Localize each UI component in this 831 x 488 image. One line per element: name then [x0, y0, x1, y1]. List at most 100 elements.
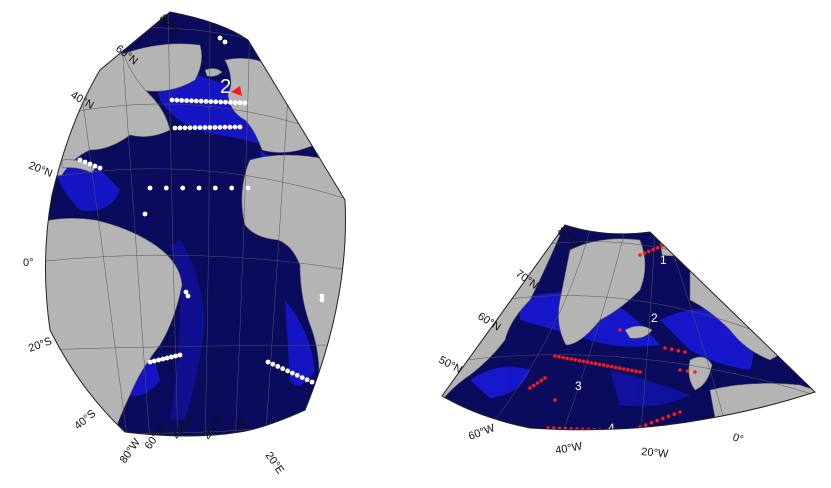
right-lon-label-60w: 60°W	[467, 422, 497, 443]
station-marker	[232, 124, 238, 130]
station-marker	[229, 185, 235, 191]
station-marker	[528, 386, 532, 390]
station-marker	[217, 35, 223, 41]
left-lat-label-40s: 40°S	[72, 408, 98, 433]
left-region-label: 2	[220, 76, 231, 98]
station-marker	[198, 98, 204, 104]
station-marker	[593, 361, 598, 366]
station-marker	[212, 185, 218, 191]
station-marker	[683, 350, 687, 354]
station-marker	[207, 125, 213, 130]
station-marker	[543, 376, 547, 380]
station-marker	[218, 99, 224, 105]
station-marker	[203, 99, 209, 104]
station-marker	[630, 368, 634, 373]
left-lon-label-80w: 80°W	[118, 436, 144, 466]
station-marker	[666, 414, 671, 419]
station-marker	[535, 381, 540, 385]
station-marker	[669, 347, 674, 352]
left-region-arrow	[231, 86, 242, 96]
station-marker	[184, 98, 190, 103]
station-marker	[172, 125, 178, 131]
station-marker	[655, 418, 659, 423]
station-marker	[197, 125, 203, 130]
station-marker	[613, 365, 618, 370]
station-marker	[565, 356, 569, 361]
station-marker	[156, 357, 162, 363]
station-marker	[173, 353, 179, 359]
station-marker	[569, 357, 573, 361]
station-marker	[609, 364, 614, 369]
left-lon-label-20e: 20°E	[263, 450, 287, 477]
right-lon-label-40w: 40°W	[554, 440, 583, 457]
station-marker	[561, 355, 565, 360]
right-map-frame	[441, 224, 816, 431]
station-marker	[290, 370, 295, 376]
right-region-label-1: 1	[660, 253, 667, 267]
station-marker	[280, 366, 286, 372]
station-marker	[573, 358, 577, 362]
station-marker	[164, 355, 170, 361]
right-region-label-3: 3	[575, 379, 582, 393]
station-marker	[319, 293, 325, 299]
station-marker	[647, 249, 651, 254]
station-marker	[270, 361, 276, 367]
right-station-markers	[528, 244, 697, 430]
station-marker	[622, 367, 626, 371]
station-marker	[693, 370, 697, 374]
station-marker	[539, 378, 544, 383]
station-marker	[678, 410, 682, 414]
station-marker	[192, 125, 198, 131]
left-map-frame	[44, 11, 346, 437]
station-marker	[174, 97, 180, 103]
station-marker	[169, 354, 174, 360]
station-marker	[532, 383, 536, 388]
station-marker	[182, 125, 188, 131]
station-marker	[208, 99, 214, 104]
station-marker	[638, 370, 642, 374]
station-marker	[601, 363, 606, 367]
station-marker	[553, 398, 557, 402]
station-marker	[649, 420, 654, 425]
station-marker	[294, 372, 300, 378]
station-marker	[179, 98, 185, 103]
station-marker	[577, 358, 582, 363]
station-marker	[160, 356, 166, 362]
station-marker	[655, 246, 660, 250]
right-graticule	[464, 229, 815, 430]
station-marker	[232, 100, 238, 105]
right-europe-land	[709, 383, 815, 430]
station-marker	[634, 369, 638, 374]
station-marker	[569, 427, 573, 430]
station-marker	[237, 100, 243, 106]
station-marker	[193, 98, 199, 104]
right-lon-label-20w: 20°W	[641, 446, 670, 460]
station-marker	[585, 360, 590, 364]
station-marker	[304, 377, 310, 383]
station-marker	[227, 124, 233, 130]
station-marker	[678, 368, 682, 372]
station-marker	[151, 358, 157, 364]
station-marker	[605, 364, 610, 368]
station-marker	[212, 125, 218, 130]
station-marker	[177, 125, 183, 131]
station-marker	[618, 366, 622, 371]
station-marker	[553, 354, 557, 358]
station-marker	[589, 361, 594, 365]
station-marker	[189, 98, 194, 104]
station-marker	[82, 159, 88, 165]
station-marker	[265, 359, 271, 365]
station-marker	[592, 428, 597, 430]
station-marker	[557, 355, 561, 359]
station-marker	[319, 297, 325, 303]
iceland-land	[204, 68, 223, 77]
station-marker	[575, 427, 579, 430]
station-marker	[223, 99, 228, 105]
station-marker	[618, 328, 622, 332]
station-marker	[147, 185, 153, 191]
station-marker	[285, 368, 290, 374]
station-marker	[185, 293, 191, 299]
station-marker	[187, 125, 193, 131]
station-marker	[97, 165, 103, 171]
station-marker	[222, 124, 228, 130]
